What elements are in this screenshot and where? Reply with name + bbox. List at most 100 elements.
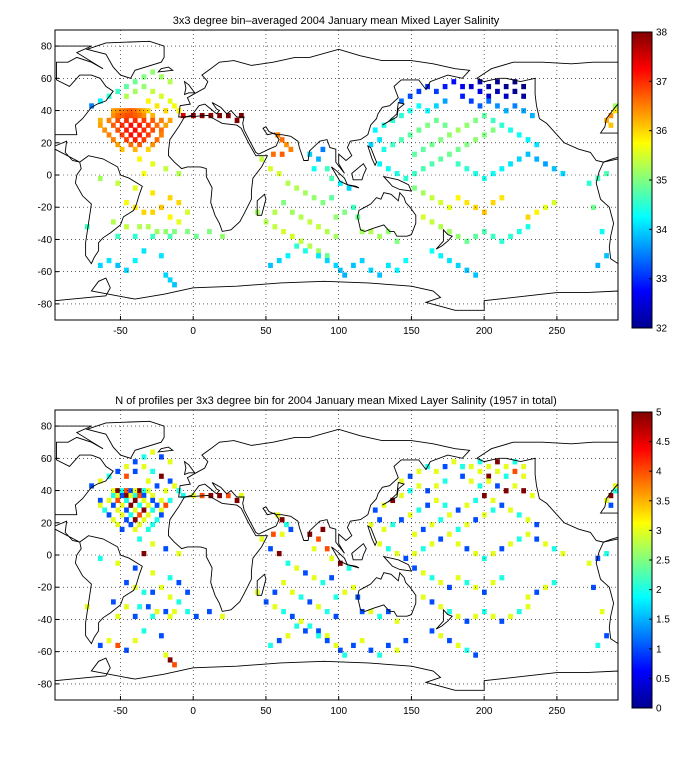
data-cell: [128, 488, 134, 494]
data-cell: [351, 262, 356, 269]
y-tick-label: -60: [38, 647, 53, 658]
colorbar-tick-label: 34: [656, 225, 668, 236]
data-cell: [495, 103, 500, 109]
data-cell: [420, 166, 426, 172]
data-cell: [124, 199, 129, 206]
data-cell: [150, 613, 156, 620]
data-cell: [324, 637, 330, 644]
data-cell: [608, 122, 614, 128]
data-cell: [486, 473, 492, 479]
data-cell: [141, 589, 147, 595]
data-cell: [167, 478, 173, 484]
data-cell: [115, 262, 121, 269]
data-cell: [508, 507, 513, 513]
data-cell: [115, 642, 121, 649]
data-cell: [438, 604, 444, 610]
data-cell: [455, 613, 461, 620]
data-cell: [442, 83, 448, 90]
data-cell: [447, 512, 452, 518]
data-cell: [119, 112, 125, 119]
coastline-path: [178, 48, 471, 174]
data-cell: [272, 589, 278, 595]
data-cell: [320, 579, 326, 586]
data-cell: [115, 560, 121, 566]
data-cell: [268, 262, 273, 269]
data-cell: [551, 166, 557, 172]
data-cell: [368, 521, 374, 528]
data-cell: [141, 83, 147, 90]
data-cell: [516, 228, 522, 235]
data-cell: [516, 132, 522, 138]
data-cell: [429, 248, 435, 254]
data-cell: [429, 541, 435, 547]
data-cell: [516, 536, 522, 542]
data-cell: [150, 117, 156, 124]
data-cell: [102, 507, 108, 513]
data-cell: [279, 517, 285, 523]
data-cell: [503, 108, 509, 114]
data-cell: [298, 238, 304, 244]
data-cell: [307, 219, 313, 225]
data-cell: [111, 502, 116, 508]
data-cell: [145, 488, 151, 494]
data-cell: [132, 526, 138, 533]
data-cell: [608, 112, 614, 119]
data-cell: [111, 488, 116, 494]
data-cell: [473, 117, 479, 124]
data-cell: [455, 127, 461, 133]
data-cell: [464, 579, 470, 586]
data-cell: [281, 228, 286, 235]
data-cell: [150, 570, 156, 576]
data-cell: [97, 478, 103, 484]
coastline-path: [382, 175, 413, 192]
data-cell: [154, 483, 160, 489]
data-cell: [420, 570, 426, 576]
data-cell: [150, 589, 156, 595]
data-cell: [159, 93, 164, 99]
data-cell: [529, 492, 535, 499]
data-cell: [560, 550, 566, 557]
coastline-path: [183, 80, 196, 96]
data-cell: [525, 531, 531, 537]
data-cell: [377, 137, 382, 143]
data-cell: [132, 637, 138, 644]
data-cell: [176, 488, 182, 494]
data-cell: [307, 599, 313, 605]
data-cell: [403, 257, 409, 264]
data-cell: [128, 108, 134, 114]
data-cell: [420, 526, 426, 533]
data-cell: [495, 483, 500, 489]
data-cell: [337, 560, 343, 566]
data-cell: [102, 127, 108, 133]
colorbar-tick-label: 4: [656, 467, 662, 478]
data-cell: [307, 623, 313, 629]
data-cell: [368, 647, 374, 653]
data-cell: [416, 88, 422, 95]
data-cell: [477, 88, 483, 95]
data-cell: [276, 637, 282, 644]
data-cell: [141, 497, 147, 504]
chart-title: 3x3 degree bin–averaged 2004 January mea…: [173, 15, 500, 27]
x-tick-labels: -50 0 50 100 150 200 250: [113, 326, 565, 337]
colorbar-tick-label: 1: [656, 644, 662, 655]
data-cell: [89, 103, 94, 109]
data-cell: [412, 170, 417, 177]
data-cell: [106, 637, 112, 644]
data-cell: [132, 185, 138, 191]
data-cell: [124, 488, 129, 494]
data-cell: [119, 146, 125, 153]
data-cell: [486, 98, 492, 104]
data-cell: [191, 492, 196, 499]
data-cell: [141, 209, 147, 215]
data-cell: [390, 521, 396, 528]
data-cell: [455, 642, 461, 649]
data-cell: [394, 267, 400, 273]
data-cell: [281, 608, 286, 615]
coastline-path: [178, 428, 471, 554]
data-cell: [298, 618, 304, 624]
data-cell: [394, 618, 400, 624]
data-cell: [429, 628, 435, 634]
data-cell: [128, 132, 134, 138]
colorbar-tick-label: 2.5: [656, 556, 670, 567]
data-cell: [167, 79, 173, 85]
